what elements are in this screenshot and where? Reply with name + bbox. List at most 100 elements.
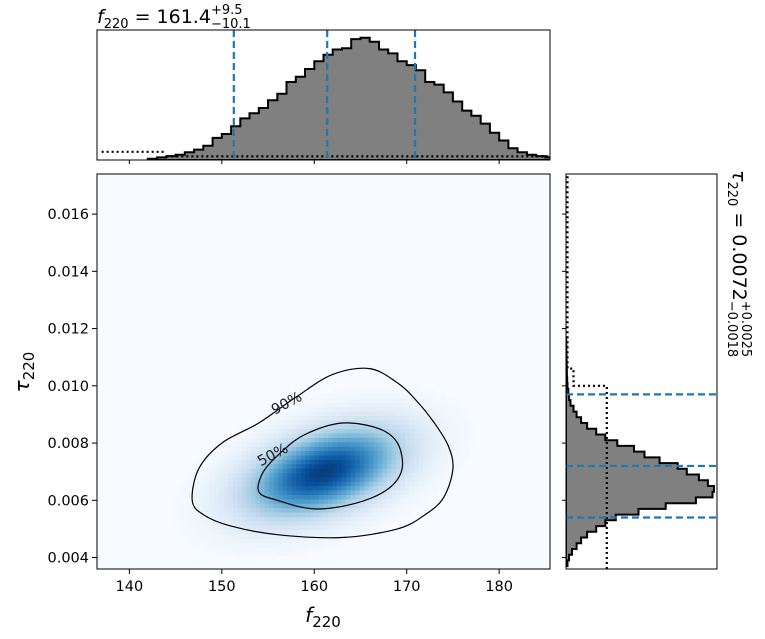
density-cell <box>450 428 456 434</box>
density-cell <box>205 547 211 553</box>
density-cell <box>314 454 320 460</box>
density-cell <box>423 393 429 399</box>
density-cell <box>296 547 302 553</box>
density-cell <box>183 520 189 526</box>
density-cell <box>332 494 338 500</box>
density-cell <box>260 419 266 425</box>
density-cell <box>255 450 261 456</box>
density-cell <box>409 446 415 452</box>
density-cell <box>395 406 402 412</box>
density-cell <box>214 516 220 522</box>
density-cell <box>323 494 329 500</box>
density-cell <box>305 533 311 539</box>
density-cell <box>373 468 379 474</box>
density-cell <box>373 525 379 531</box>
density-cell <box>223 450 229 456</box>
density-cell <box>373 389 379 395</box>
density-cell <box>400 411 406 416</box>
density-cell <box>400 415 406 421</box>
density-cell <box>382 507 388 513</box>
density-cell <box>364 441 370 447</box>
density-cell <box>205 468 211 474</box>
marginal-y-title-minus: −0.0018 <box>724 301 739 357</box>
density-cell <box>278 441 284 447</box>
density-cell <box>368 432 374 438</box>
density-cell <box>255 551 261 557</box>
density-cell <box>355 454 361 460</box>
density-cell <box>423 402 429 408</box>
density-cell <box>414 459 420 465</box>
density-cell <box>337 533 343 539</box>
density-cell <box>278 525 284 531</box>
marginal-x-ticks <box>128 160 500 164</box>
density-cell <box>305 547 311 553</box>
density-cell <box>373 454 379 460</box>
density-cell <box>287 432 293 438</box>
density-cell <box>241 432 248 438</box>
density-cell <box>418 419 424 425</box>
density-cell <box>260 555 266 561</box>
density-cell <box>400 446 406 452</box>
density-cell <box>409 406 415 412</box>
density-cell <box>373 424 379 430</box>
density-cell <box>391 454 397 460</box>
marginal-x-histogram <box>101 30 550 160</box>
density-cell <box>314 529 320 535</box>
density-cell <box>237 507 243 513</box>
density-cell <box>328 441 334 447</box>
density-cell <box>423 415 429 421</box>
density-cell <box>341 485 347 491</box>
density-cell <box>341 428 347 434</box>
density-cell <box>400 507 406 513</box>
density-cell <box>414 419 420 425</box>
density-cell <box>468 437 474 443</box>
density-cell <box>264 529 270 535</box>
density-cell <box>291 446 297 452</box>
density-cell <box>264 476 270 482</box>
density-cell <box>341 498 347 504</box>
density-cell <box>260 432 266 438</box>
density-cell <box>414 441 420 447</box>
density-cell <box>232 481 239 487</box>
density-cell <box>260 415 266 421</box>
contour-line <box>191 367 454 539</box>
density-cell <box>337 419 343 425</box>
density-cell <box>463 428 470 434</box>
density-cell <box>232 450 239 456</box>
density-cell <box>355 463 361 469</box>
density-cell <box>418 468 424 474</box>
density-cell <box>350 525 356 531</box>
density-cell <box>405 450 411 456</box>
density-cell <box>223 511 229 517</box>
density-cell <box>427 476 433 482</box>
density-cell <box>377 432 383 438</box>
density-cell <box>260 490 266 495</box>
density-cell <box>373 490 379 495</box>
density-cell <box>382 498 388 504</box>
density-cell <box>219 507 225 513</box>
density-cell <box>309 529 316 535</box>
density-cell <box>241 437 248 443</box>
density-cell <box>223 481 229 487</box>
marginal-y-title-var: τ <box>728 170 750 182</box>
density-cell <box>260 463 266 469</box>
density-cell <box>237 432 243 438</box>
density-cell <box>323 468 329 474</box>
density-cell <box>418 397 424 403</box>
density-cell <box>337 389 343 395</box>
density-cell <box>423 441 429 447</box>
density-cell <box>241 533 248 539</box>
density-cell <box>409 415 415 421</box>
density-cell <box>282 432 288 438</box>
density-cell <box>350 432 356 438</box>
density-cell <box>246 463 252 469</box>
density-cell <box>237 476 243 482</box>
density-cell <box>183 516 189 522</box>
density-cell <box>219 481 225 487</box>
density-cell <box>459 446 465 452</box>
density-cell <box>192 503 198 509</box>
density-cell <box>346 525 352 531</box>
density-cell <box>337 485 343 491</box>
density-cell <box>373 428 379 434</box>
density-cell <box>246 503 252 509</box>
